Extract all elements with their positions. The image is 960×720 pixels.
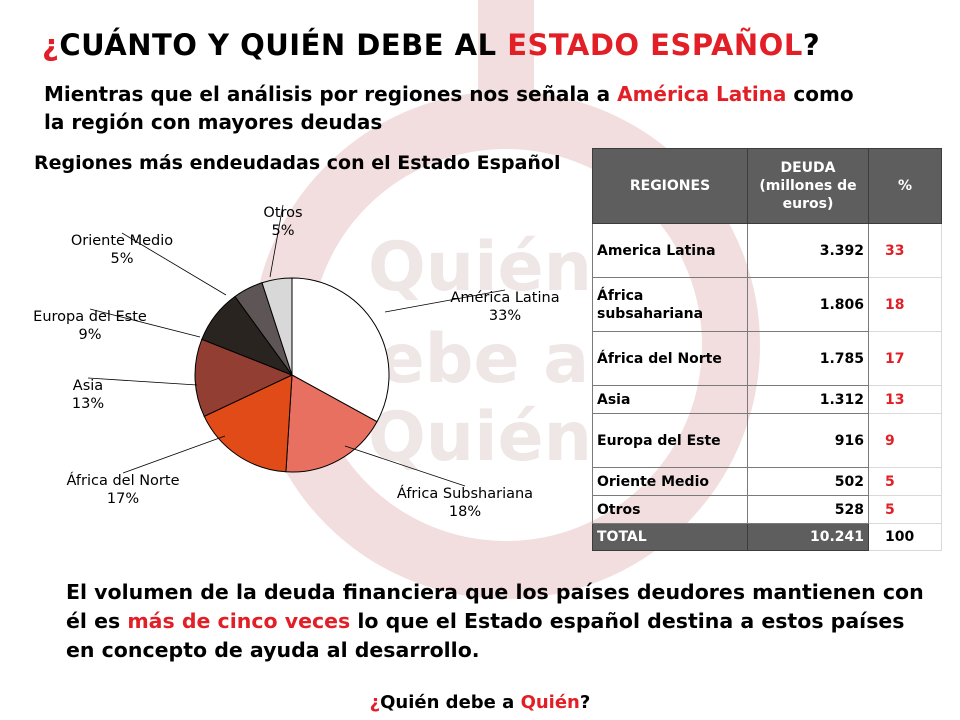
- leader-line-2: [344, 445, 466, 487]
- table-total-row: TOTAL 10.241 100: [592, 523, 942, 551]
- watermark-line-1: Quién: [368, 228, 592, 307]
- subtitle-text: Mientras que el análisis por regiones no…: [44, 82, 618, 106]
- row-region: África del Norte: [592, 331, 748, 386]
- row-pct: 13: [868, 385, 942, 414]
- row-debt: 3.392: [747, 223, 869, 278]
- table-header-row: REGIONES DEUDA (millones de euros) %: [592, 148, 942, 224]
- leader-line-4: [87, 377, 198, 386]
- row-debt: 1.806: [747, 277, 869, 332]
- table-row: África del Norte 1.785 17: [592, 331, 942, 386]
- slide-title: ¿CUÁNTO Y QUIÉN DEBE AL ESTADO ESPAÑOL?: [42, 28, 820, 62]
- row-region: America Latina: [592, 223, 748, 278]
- row-region: Europa del Este: [592, 413, 748, 468]
- table-row: Otros 528 5: [592, 495, 942, 524]
- row-debt: 502: [747, 467, 869, 496]
- row-region: Oriente Medio: [592, 467, 748, 496]
- debt-table: REGIONES DEUDA (millones de euros) % Ame…: [592, 148, 942, 551]
- leader-line-7: [269, 204, 284, 278]
- row-pct: 5: [868, 495, 942, 524]
- row-pct: 9: [868, 413, 942, 468]
- total-debt: 10.241: [747, 523, 869, 551]
- slice-label-4: Asia: [73, 378, 103, 394]
- table-row: África subsahariana 1.806 18: [592, 277, 942, 332]
- footer-highlight: Quién: [520, 692, 580, 713]
- leader-line-3: [122, 435, 226, 474]
- slice-label-5: Europa del Este: [33, 309, 147, 325]
- slice-label-6: Oriente Medio: [71, 233, 173, 249]
- total-pct: 100: [868, 523, 942, 551]
- slide-subtitle: Mientras que el análisis por regiones no…: [44, 80, 864, 136]
- leader-line-5: [89, 308, 201, 338]
- subtitle-text-end: como la región con mayores deudas: [44, 82, 854, 134]
- slice-label-7: Otros: [263, 205, 302, 221]
- row-debt: 1.785: [747, 331, 869, 386]
- table-row: Europa del Este 916 9: [592, 413, 942, 468]
- row-region: Otros: [592, 495, 748, 524]
- leader-line-1: [384, 289, 506, 313]
- pie-slice-7: [261, 277, 293, 376]
- table-row: Asia 1.312 13: [592, 385, 942, 414]
- leader-line-6: [121, 232, 227, 296]
- pie-slice-4: [194, 338, 294, 417]
- pie-slice-1: [291, 277, 390, 423]
- slice-pct-label-4: 13%: [72, 396, 104, 412]
- row-pct: 17: [868, 331, 942, 386]
- total-label: TOTAL: [592, 523, 748, 551]
- footer-open-question: ¿: [369, 692, 381, 713]
- row-pct: 33: [868, 223, 942, 278]
- slice-pct-label-2: 18%: [449, 504, 481, 520]
- title-open-question: ¿: [42, 28, 60, 62]
- footer-tagline: ¿Quién debe a Quién?: [0, 692, 960, 713]
- row-debt: 1.312: [747, 385, 869, 414]
- slice-pct-label-1: 33%: [489, 308, 521, 324]
- header-deuda: DEUDA (millones de euros): [747, 148, 869, 224]
- slice-pct-label-5: 9%: [78, 327, 101, 343]
- title-highlight: ESTADO ESPAÑOL: [507, 28, 803, 62]
- slice-label-3: África del Norte: [66, 472, 179, 489]
- row-pct: 18: [868, 277, 942, 332]
- body-text: El volumen de la deuda financiera que lo…: [66, 580, 924, 633]
- table-row: Oriente Medio 502 5: [592, 467, 942, 496]
- pie-chart: América Latina 33% África Subshariana 18% Áf…: [33, 204, 560, 520]
- slice-label-2: África Subshariana: [397, 485, 533, 502]
- row-pct: 5: [868, 467, 942, 496]
- pie-slice-3: [203, 374, 293, 473]
- slice-pct-label-7: 5%: [271, 223, 294, 239]
- footer-text: Quién debe a: [380, 692, 521, 713]
- watermark-line-3: Quién: [368, 398, 592, 477]
- row-debt: 916: [747, 413, 869, 468]
- header-regiones: REGIONES: [592, 148, 748, 224]
- slice-label-1: América Latina: [450, 290, 559, 306]
- header-pct: %: [868, 148, 942, 224]
- row-debt: 528: [747, 495, 869, 524]
- table-row: America Latina 3.392 33: [592, 223, 942, 278]
- row-region: Asia: [592, 385, 748, 414]
- body-text-end: lo que el Estado español destina a estos…: [66, 609, 905, 662]
- pie-slice-2: [285, 374, 378, 473]
- chart-title: Regiones más endeudadas con el Estado Es…: [34, 152, 561, 174]
- title-text: CUÁNTO Y QUIÉN DEBE AL: [59, 28, 508, 62]
- footer-close-question: ?: [579, 692, 591, 713]
- body-highlight: más de cinco veces: [127, 609, 351, 633]
- slice-pct-label-3: 17%: [107, 491, 139, 507]
- subtitle-highlight: América Latina: [617, 82, 787, 106]
- row-region: África subsahariana: [592, 277, 748, 332]
- body-paragraph: El volumen de la deuda financiera que lo…: [66, 578, 926, 665]
- title-close-question: ?: [802, 28, 821, 62]
- slice-pct-label-6: 5%: [110, 251, 133, 267]
